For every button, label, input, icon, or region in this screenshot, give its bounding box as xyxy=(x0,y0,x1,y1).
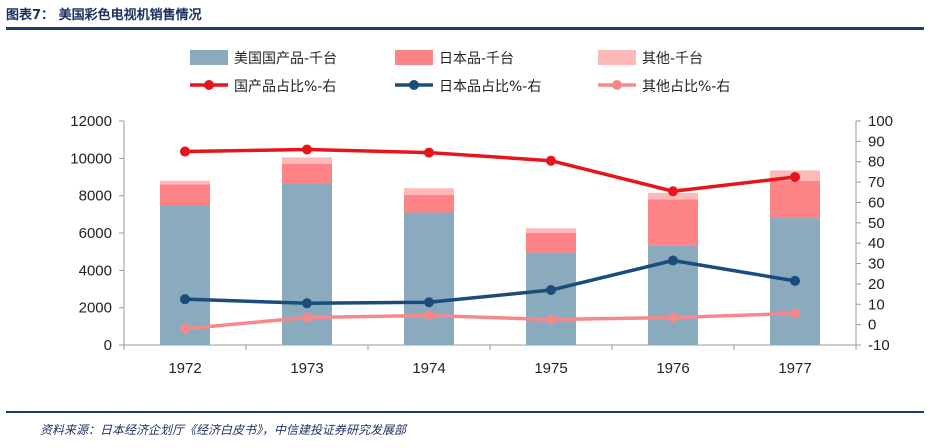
line-japan-share-point xyxy=(668,255,678,266)
line-other-share-point xyxy=(424,310,434,321)
y-right-tick-label: 50 xyxy=(868,215,885,232)
line-us-share-legend-marker xyxy=(204,80,214,90)
bar-japan xyxy=(526,233,576,253)
bar-japan xyxy=(282,163,332,184)
line-other-share-legend-label: 其他占比%-右 xyxy=(642,79,730,95)
bar-us-domestic-legend-swatch xyxy=(190,50,228,65)
x-tick-label: 1975 xyxy=(534,360,567,377)
bar-other xyxy=(282,157,332,164)
bar-japan xyxy=(648,199,698,246)
bar-other-legend-swatch xyxy=(598,50,636,65)
y-right-tick-label: 0 xyxy=(868,317,876,334)
y-right-tick-label: 10 xyxy=(868,296,885,313)
bar-us-domestic xyxy=(404,212,454,345)
axes: 0 2000 4000 6000 8000 10000 12000 -10 0 10 20 30 40 5… xyxy=(70,113,893,377)
line-japan-share-legend-label: 日本品占比%-右 xyxy=(439,79,541,95)
bar-us-domestic xyxy=(160,205,210,345)
line-us-share-point xyxy=(180,146,190,157)
bar-us-domestic-legend-label: 美国国产品-千台 xyxy=(234,51,337,67)
y-right-tick-label: 30 xyxy=(868,256,885,273)
y-right-tick-label: 100 xyxy=(868,113,893,130)
line-us-share-legend-label: 国产品占比%-右 xyxy=(234,79,336,95)
bar-other xyxy=(160,180,210,185)
y-left-tick-label: 2000 xyxy=(79,300,112,317)
y-left-tick-label: 6000 xyxy=(79,225,112,242)
line-japan-share-point xyxy=(790,275,800,286)
line-other-share xyxy=(183,311,797,331)
x-tick-label: 1974 xyxy=(412,360,445,377)
line-us-share-point xyxy=(546,155,556,166)
bar-japan-legend-swatch xyxy=(395,50,433,65)
line-other-share-point xyxy=(546,314,556,325)
bar-us-domestic xyxy=(526,252,576,345)
x-tick-label: 1976 xyxy=(656,360,689,377)
y-left-tick-label: 10000 xyxy=(70,150,112,167)
line-japan-share-point xyxy=(302,298,312,309)
title-rule xyxy=(6,27,924,30)
bar-japan xyxy=(160,184,210,205)
y-right-tick-label: -10 xyxy=(868,337,890,354)
line-us-share xyxy=(183,147,797,194)
chart-title: 图表7： 美国彩色电视机销售情况 xyxy=(6,8,202,23)
bar-japan xyxy=(770,180,820,219)
line-japan-share-point xyxy=(180,294,190,305)
bar-japan xyxy=(404,194,454,213)
y-left-tick-label: 0 xyxy=(104,337,112,354)
line-other-share-point xyxy=(302,312,312,323)
line-japan-share-point xyxy=(546,285,556,296)
line-us-share-point xyxy=(424,147,434,158)
y-right-tick-label: 20 xyxy=(868,276,885,293)
line-other-share-point xyxy=(180,323,190,334)
y-right-tick-label: 90 xyxy=(868,133,885,150)
bar-other-legend-label: 其他-千台 xyxy=(642,51,703,67)
bar-japan-legend-label: 日本品-千台 xyxy=(439,51,514,67)
lines xyxy=(180,144,800,334)
bar-other xyxy=(404,188,454,195)
y-left-tick-label: 12000 xyxy=(70,113,112,130)
y-left-tick-label: 8000 xyxy=(79,188,112,205)
line-us-share-point xyxy=(668,186,678,197)
y-right-tick-label: 70 xyxy=(868,174,885,191)
y-right-tick-label: 60 xyxy=(868,194,885,211)
line-other-share-point xyxy=(790,308,800,319)
x-tick-label: 1972 xyxy=(168,360,201,377)
y-right-tick-label: 80 xyxy=(868,154,885,171)
line-japan-share-legend-marker xyxy=(409,80,419,90)
x-tick-label: 1973 xyxy=(290,360,323,377)
bar-other xyxy=(526,228,576,233)
y-left-tick-label: 4000 xyxy=(79,262,112,279)
y-right-tick-label: 40 xyxy=(868,235,885,252)
line-us-share-point xyxy=(302,144,312,155)
line-us-share-point xyxy=(790,172,800,182)
footer-rule xyxy=(6,411,924,413)
line-japan-share-point xyxy=(424,297,434,308)
line-japan-share xyxy=(183,258,797,306)
x-tick-label: 1977 xyxy=(778,360,811,377)
line-other-share-legend-marker xyxy=(612,80,622,90)
bars xyxy=(160,157,820,345)
source-note: 资料来源：日本经济企划厅《经济白皮书》，中信建投证券研究发展部 xyxy=(40,423,407,437)
line-other-share-point xyxy=(668,312,678,323)
